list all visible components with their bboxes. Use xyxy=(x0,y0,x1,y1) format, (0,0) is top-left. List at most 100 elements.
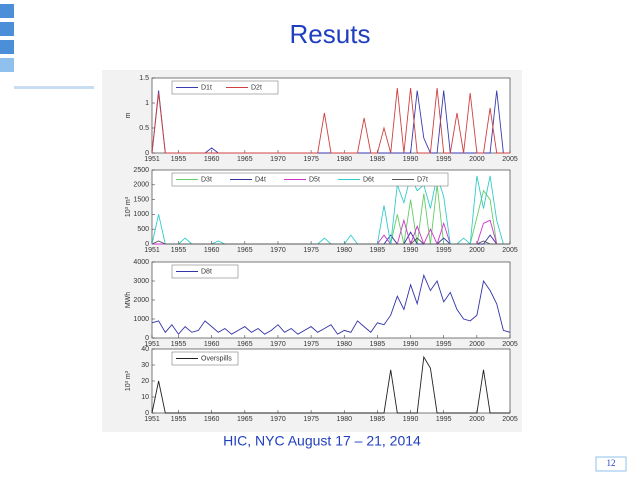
y-tick-label: 0.5 xyxy=(139,125,149,132)
y-tick-label: 1500 xyxy=(133,196,149,203)
y-tick-label: 1000 xyxy=(133,316,149,323)
x-tick-label: 2000 xyxy=(469,247,485,254)
x-tick-label: 1951 xyxy=(144,416,160,423)
x-tick-label: 1960 xyxy=(204,156,220,163)
legend-label: D3t xyxy=(201,176,212,183)
x-tick-label: 1980 xyxy=(336,341,352,348)
slide-title: Resuts xyxy=(290,19,371,49)
x-tick-label: 1990 xyxy=(403,416,419,423)
y-tick-label: 3000 xyxy=(133,278,149,285)
legend-box xyxy=(171,80,279,95)
y-tick-label: 0 xyxy=(145,410,149,417)
x-tick-label: 1975 xyxy=(303,341,319,348)
x-tick-label: 1980 xyxy=(336,416,352,423)
x-tick-label: 1965 xyxy=(237,341,253,348)
x-tick-label: 1951 xyxy=(144,341,160,348)
x-tick-label: 2005 xyxy=(502,341,518,348)
decor-bar xyxy=(14,86,94,89)
y-tick-label: 2500 xyxy=(133,167,149,174)
y-tick-label: 10 xyxy=(141,394,149,401)
series-line xyxy=(151,237,510,245)
decor-square xyxy=(0,58,14,72)
x-tick-label: 1985 xyxy=(370,156,386,163)
x-tick-label: 1995 xyxy=(436,341,452,348)
x-tick-label: 1995 xyxy=(436,416,452,423)
x-tick-label: 2005 xyxy=(502,156,518,163)
footer: HIC, NYC August 17 – 21, 2014 xyxy=(223,433,421,449)
x-tick-label: 1985 xyxy=(370,247,386,254)
x-tick-label: 1995 xyxy=(436,156,452,163)
page-number: 12 xyxy=(607,458,616,468)
x-tick-label: 1965 xyxy=(237,247,253,254)
legend-label: Overspills xyxy=(201,355,232,362)
x-tick-label: 1985 xyxy=(370,416,386,423)
x-tick-label: 1990 xyxy=(403,247,419,254)
legend-label: D8t xyxy=(201,268,212,275)
y-tick-label: 1 xyxy=(145,100,149,107)
x-tick-label: 1960 xyxy=(204,416,220,423)
y-axis-label: 10³ m³ xyxy=(125,196,132,217)
y-tick-label: 30 xyxy=(141,362,149,369)
x-tick-label: 1965 xyxy=(237,156,253,163)
x-tick-label: 1995 xyxy=(436,247,452,254)
x-tick-label: 1970 xyxy=(270,416,286,423)
x-tick-label: 1960 xyxy=(204,341,220,348)
y-tick-label: 40 xyxy=(141,346,149,353)
legend-label: D2t xyxy=(251,84,262,91)
y-tick-label: 4000 xyxy=(133,259,149,266)
x-tick-label: 2000 xyxy=(469,156,485,163)
legend-label: D5t xyxy=(309,176,320,183)
decor-square xyxy=(0,40,14,54)
y-tick-label: 0 xyxy=(145,150,149,157)
legend-label: D7t xyxy=(417,176,428,183)
x-tick-label: 1960 xyxy=(204,247,220,254)
charts: 0 0.5 1 1.5 1951 1955 1960 1965 1970 1975 1980 1985… xyxy=(125,75,518,423)
x-tick-label: 1970 xyxy=(270,156,286,163)
x-tick-label: 2000 xyxy=(469,341,485,348)
x-tick-label: 1965 xyxy=(237,416,253,423)
x-tick-label: 2005 xyxy=(502,247,518,254)
x-tick-label: 1985 xyxy=(370,341,386,348)
x-tick-label: 1951 xyxy=(144,247,160,254)
y-tick-label: 1000 xyxy=(133,211,149,218)
y-tick-label: 500 xyxy=(137,226,149,233)
x-tick-label: 1975 xyxy=(303,156,319,163)
legend-label: D6t xyxy=(363,176,374,183)
y-tick-label: 0 xyxy=(145,335,149,342)
x-tick-label: 1970 xyxy=(270,247,286,254)
decor-square xyxy=(0,22,14,36)
x-tick-label: 1955 xyxy=(171,341,187,348)
x-tick-label: 1990 xyxy=(403,156,419,163)
y-tick-label: 20 xyxy=(141,378,149,385)
page-number-box xyxy=(595,456,627,472)
series-line xyxy=(151,87,510,154)
y-axis-label: m xyxy=(125,112,132,118)
x-tick-label: 1980 xyxy=(336,156,352,163)
y-axis-label: MWh xyxy=(125,292,132,308)
x-tick-label: 1975 xyxy=(303,247,319,254)
x-tick-label: 1955 xyxy=(171,416,187,423)
x-tick-label: 1970 xyxy=(270,341,286,348)
y-tick-label: 0 xyxy=(145,241,149,248)
legend-box xyxy=(171,351,239,366)
x-tick-label: 1951 xyxy=(144,156,160,163)
x-tick-label: 1990 xyxy=(403,341,419,348)
legend-label: D4t xyxy=(255,176,266,183)
x-tick-label: 2005 xyxy=(502,416,518,423)
x-tick-label: 1955 xyxy=(171,247,187,254)
series-line xyxy=(151,273,511,335)
x-tick-label: 1975 xyxy=(303,416,319,423)
legend-box xyxy=(171,172,449,187)
series-line xyxy=(151,355,510,414)
decor-square xyxy=(0,4,14,18)
legend-label: D1t xyxy=(201,84,212,91)
legend-box xyxy=(171,264,239,279)
y-axis-label: 10³ m³ xyxy=(125,370,132,391)
x-tick-label: 2000 xyxy=(469,416,485,423)
x-tick-label: 1955 xyxy=(171,156,187,163)
y-tick-label: 2000 xyxy=(133,182,149,189)
y-tick-label: 1.5 xyxy=(139,75,149,82)
y-tick-label: 2000 xyxy=(133,297,149,304)
